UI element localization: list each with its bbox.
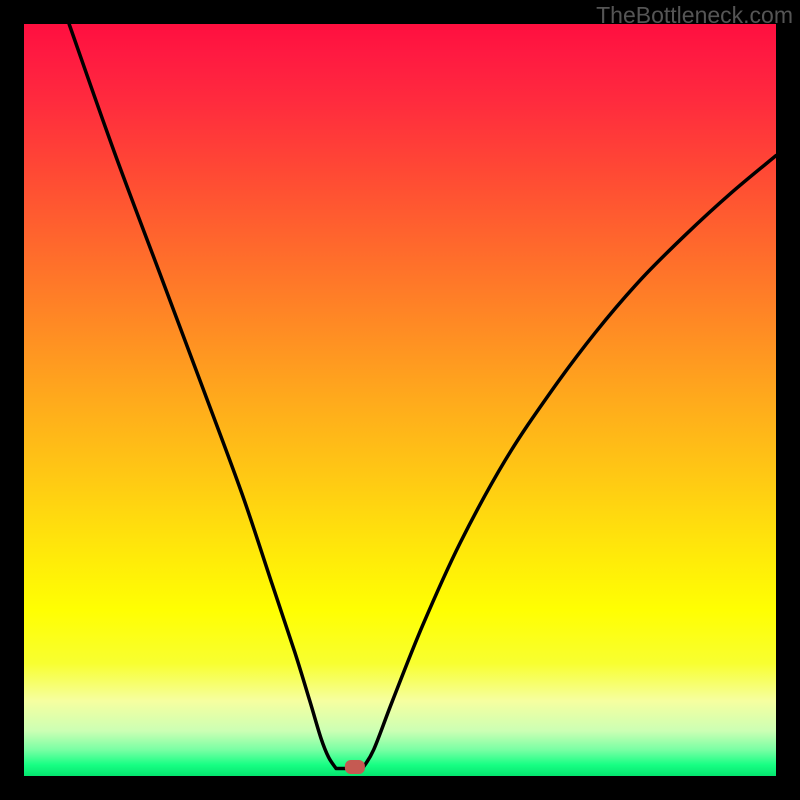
watermark-text: TheBottleneck.com bbox=[596, 2, 793, 29]
plot-area bbox=[24, 24, 776, 776]
bottleneck-curve bbox=[69, 24, 776, 770]
chart-frame: TheBottleneck.com bbox=[0, 0, 800, 800]
bottleneck-marker bbox=[345, 760, 365, 774]
bottleneck-curve-svg bbox=[24, 24, 776, 776]
